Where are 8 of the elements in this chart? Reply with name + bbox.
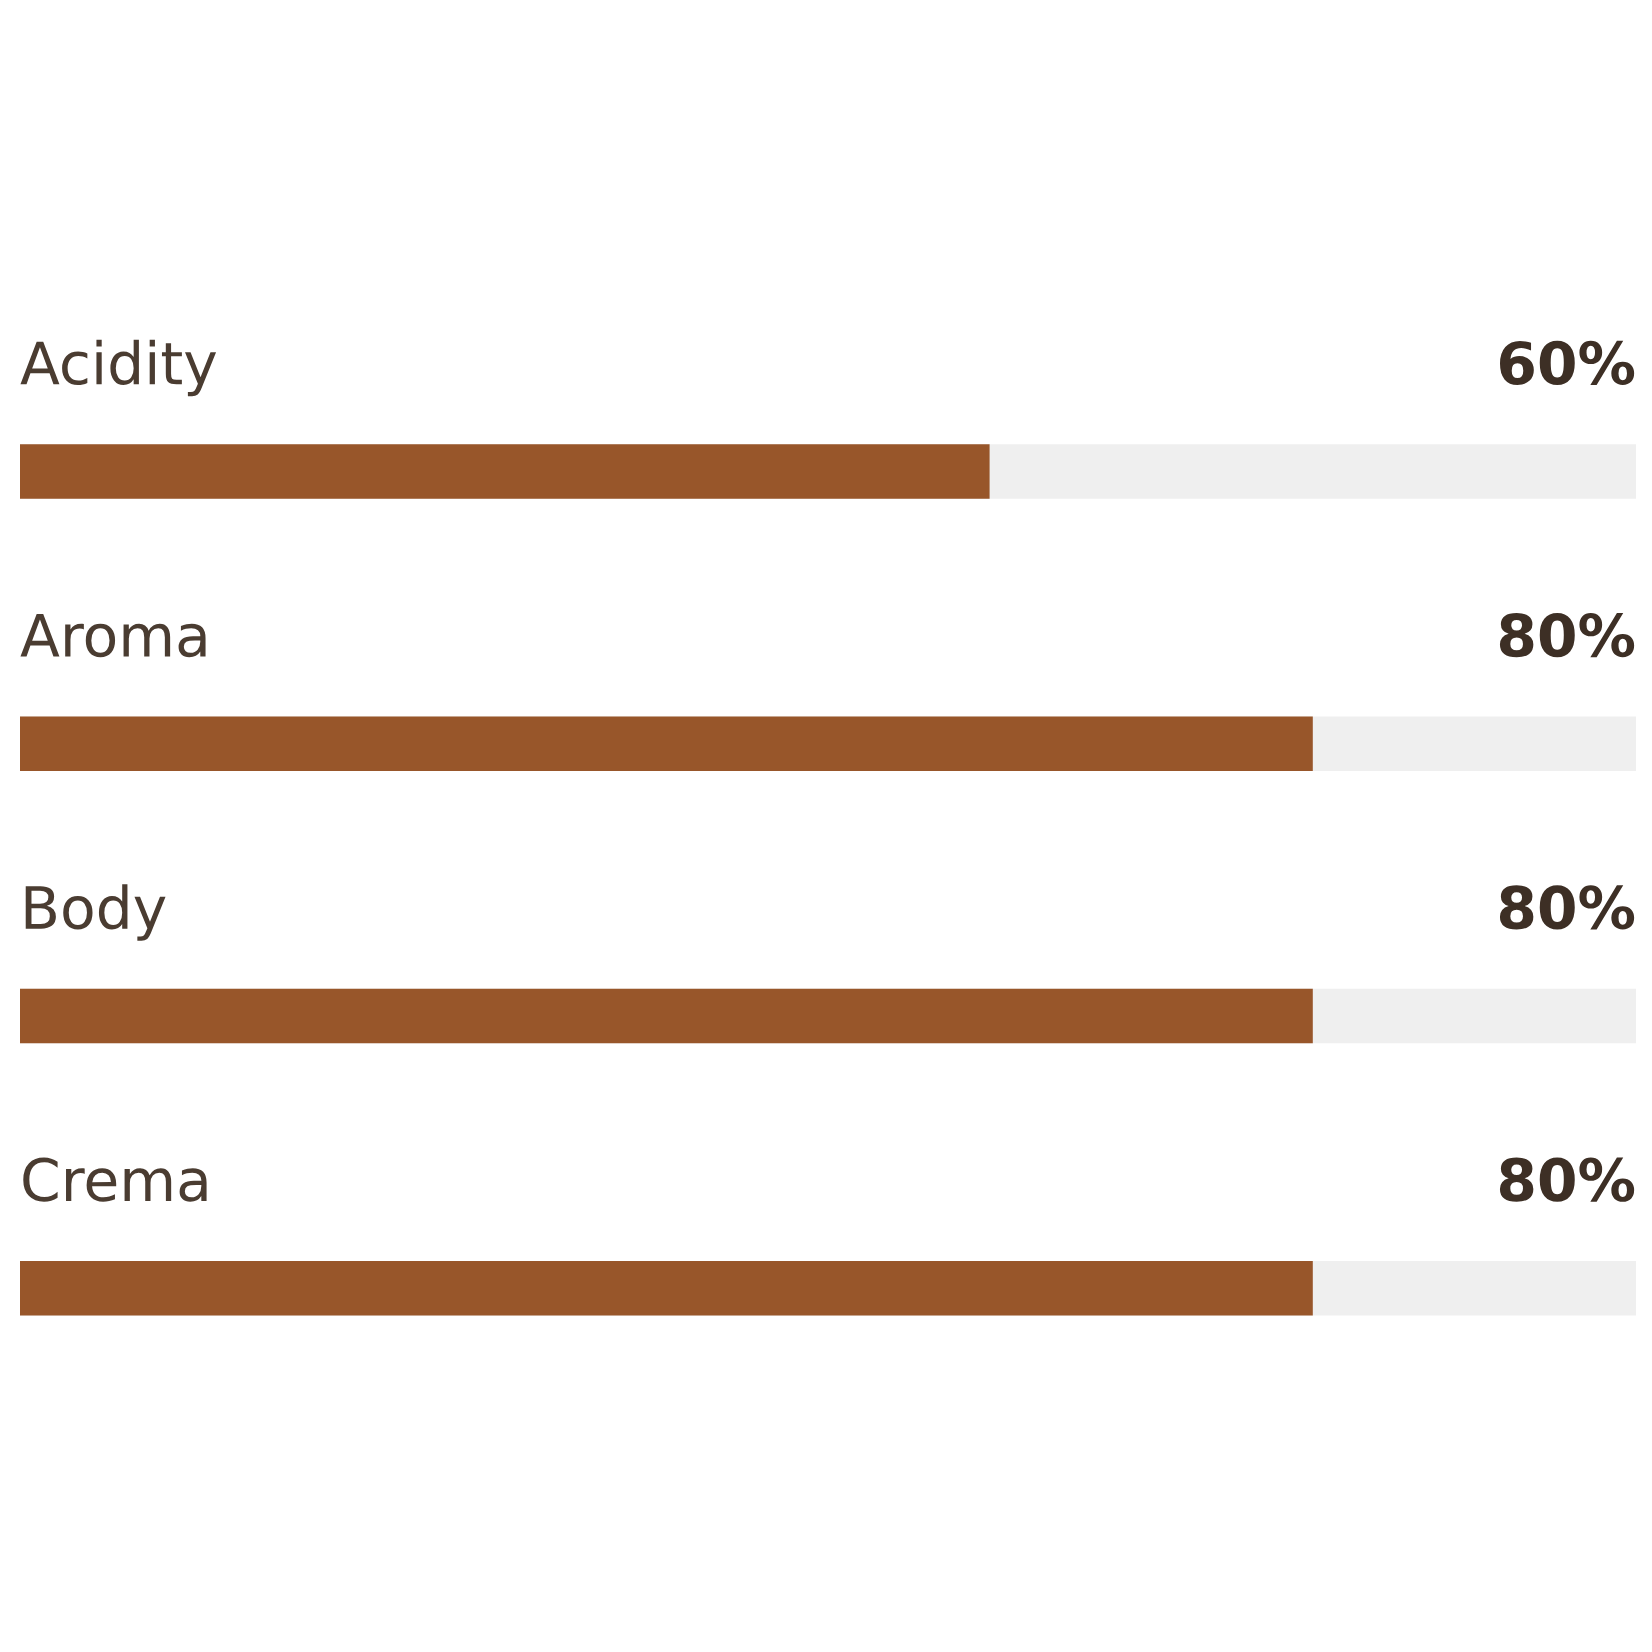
y-tick-label: Aroma xyxy=(20,613,206,658)
data-label: 80% xyxy=(1499,1157,1635,1202)
y-tick-label: Acidity xyxy=(20,339,217,397)
data-label: 60% xyxy=(1499,340,1635,385)
y-tick-label: Crema xyxy=(23,1157,207,1202)
data-label: 80% xyxy=(1499,613,1635,658)
y-tick-label: Body xyxy=(25,884,166,941)
data-label: 80% xyxy=(1499,885,1635,930)
